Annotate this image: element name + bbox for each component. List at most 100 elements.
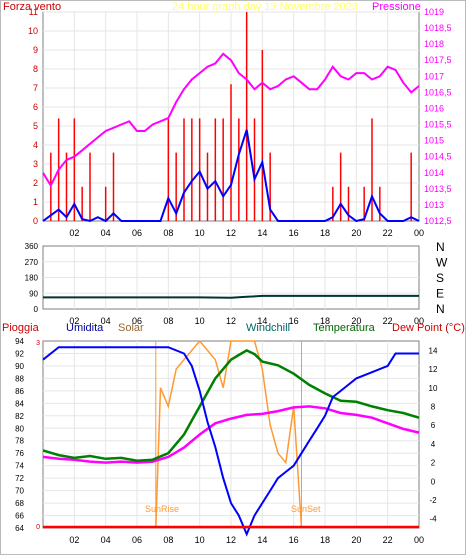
wind-tick-label: 7 <box>33 83 38 93</box>
x-tick-label: 06 <box>132 228 142 238</box>
x-tick-label: 06 <box>132 535 142 545</box>
x-tick-label: 10 <box>195 316 205 326</box>
humidity-tick-label: 82 <box>15 412 24 421</box>
pressure-tick-label: 1012,5 <box>424 216 452 226</box>
direction-tick-label: 360 <box>25 242 39 251</box>
compass-label: W <box>436 256 448 270</box>
humidity-tick-label: 80 <box>15 424 24 433</box>
pressure-line <box>42 52 420 188</box>
x-tick-label: 08 <box>163 228 173 238</box>
x-tick-label: 04 <box>101 228 111 238</box>
humidity-tick-label: 68 <box>15 499 24 508</box>
x-tick-label: 18 <box>320 316 330 326</box>
humidity-line <box>42 346 419 537</box>
x-tick-label: 02 <box>69 228 79 238</box>
wind-tick-label: 9 <box>33 45 38 55</box>
humidity-tick-label: 76 <box>15 449 24 458</box>
x-tick-label: 14 <box>257 316 267 326</box>
x-tick-label: 20 <box>351 228 361 238</box>
wind-direction-line <box>43 294 419 299</box>
dewpoint-legend-label: Dew Point (°C) <box>392 322 465 334</box>
pressure-tick-label: 1014,5 <box>424 152 452 162</box>
wind-tick-label: 0 <box>33 216 38 226</box>
rain-tick-label: 0 <box>36 524 40 531</box>
wind-tick-label: 4 <box>33 140 38 150</box>
pressure-tick-label: 1013 <box>424 200 444 210</box>
direction-tick-label: 270 <box>25 258 39 267</box>
x-tick-label: 14 <box>257 228 267 238</box>
wind-left-axis-ticks: 0 1 2 3 4 5 6 7 8 9 10 11 <box>28 7 38 226</box>
humidity-tick-label: 74 <box>15 462 24 471</box>
solar-legend-label: Solar <box>118 322 144 334</box>
temperature-tick-label: -2 <box>429 496 437 505</box>
wind-tick-label: 5 <box>33 121 38 131</box>
temperature-tick-label: 0 <box>431 477 436 486</box>
humidity-tick-label: 88 <box>15 374 24 383</box>
x-tick-label: 12 <box>226 535 236 545</box>
x-tick-label: 04 <box>101 316 111 326</box>
direction-left-axis-ticks: 0 90 180 270 360 <box>25 242 39 314</box>
humidity-tick-label: 66 <box>15 512 24 521</box>
compass-label: S <box>436 271 444 285</box>
x-tick-label: 22 <box>383 228 393 238</box>
temperature-tick-label: 2 <box>431 459 436 468</box>
temperature-tick-label: 6 <box>431 421 436 430</box>
pressure-right-axis-ticks: 1012,5 1013 1013,5 1014 1014,5 1015 1015,5 1016… <box>424 7 452 226</box>
temperature-tick-label: 14 <box>429 346 438 355</box>
temperature-tick-label: 4 <box>431 440 436 449</box>
temperature-tick-label: 10 <box>429 384 438 393</box>
humidity-tick-label: 86 <box>15 387 24 396</box>
x-tick-label: 18 <box>320 535 330 545</box>
x-tick-label: 20 <box>351 316 361 326</box>
temperature-tick-label: 8 <box>431 402 436 411</box>
x-tick-label: 16 <box>289 228 299 238</box>
x-tick-label: 02 <box>69 535 79 545</box>
direction-gridlines <box>43 246 419 309</box>
pressure-axis-label: Pressione <box>372 1 421 13</box>
rain-tick-label: 3 <box>36 340 40 347</box>
x-tick-label: 10 <box>195 228 205 238</box>
x-tick-label: 22 <box>383 535 393 545</box>
pressure-tick-label: 1017,5 <box>424 55 452 65</box>
sunrise-label: SunRise <box>145 504 179 514</box>
rain-legend-label: Pioggia <box>2 322 40 334</box>
x-tick-label: 00 <box>414 316 424 326</box>
pressure-tick-label: 1018,5 <box>424 23 452 33</box>
pressure-tick-label: 1017 <box>424 71 444 81</box>
pressure-tick-label: 1018 <box>424 39 444 49</box>
pressure-tick-label: 1016,5 <box>424 87 452 97</box>
x-tick-label: 02 <box>69 316 79 326</box>
pressure-tick-label: 1014 <box>424 168 444 178</box>
wind-average-line <box>42 129 420 223</box>
wind-tick-label: 2 <box>33 178 38 188</box>
humidity-tick-label: 70 <box>15 487 24 496</box>
direction-x-axis-ticks: 02 04 06 08 10 12 14 16 18 20 22 00 <box>69 316 424 326</box>
temperature-line <box>42 348 420 462</box>
compass-label: N <box>436 302 445 316</box>
x-tick-label: 16 <box>289 316 299 326</box>
x-tick-label: 14 <box>257 535 267 545</box>
x-tick-label: 04 <box>101 535 111 545</box>
compass-label: N <box>436 240 445 254</box>
temperature-right-axis-ticks: -4 -2 0 2 4 6 8 10 12 14 <box>429 346 438 523</box>
sunset-label: SunSet <box>291 504 321 514</box>
x-tick-label: 16 <box>289 535 299 545</box>
humidity-tick-label: 94 <box>15 337 24 346</box>
wind-tick-label: 6 <box>33 102 38 112</box>
windchill-legend-label: Windchill <box>246 322 290 334</box>
pressure-tick-label: 1015 <box>424 136 444 146</box>
wind-x-axis-ticks: 02 04 06 08 10 12 14 16 18 20 22 00 <box>69 228 424 238</box>
dewpoint-line <box>42 405 420 464</box>
wind-axis-label: Forza vento <box>3 1 61 13</box>
wind-tick-label: 1 <box>33 197 38 207</box>
x-tick-label: 00 <box>414 228 424 238</box>
x-tick-label: 18 <box>320 228 330 238</box>
humidity-tick-label: 84 <box>15 399 24 408</box>
x-tick-label: 20 <box>351 535 361 545</box>
x-tick-label: 06 <box>132 316 142 326</box>
x-tick-label: 10 <box>195 535 205 545</box>
x-tick-label: 22 <box>383 316 393 326</box>
wind-tick-label: 8 <box>33 64 38 74</box>
